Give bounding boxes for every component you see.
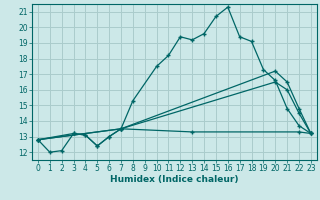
X-axis label: Humidex (Indice chaleur): Humidex (Indice chaleur) xyxy=(110,175,239,184)
